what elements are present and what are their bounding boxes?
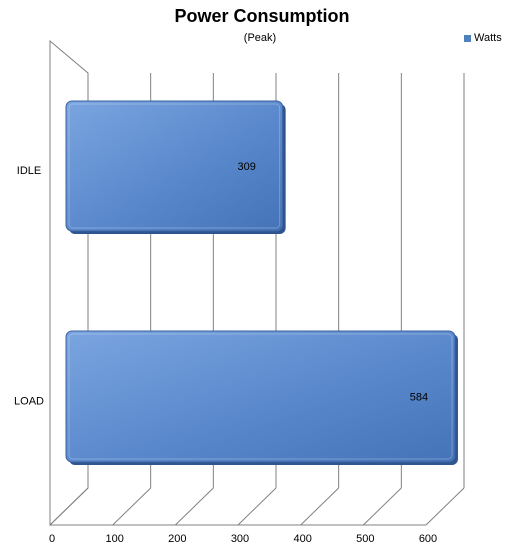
x-tick-label: 400 (293, 533, 311, 545)
x-tick-label: 600 (419, 533, 437, 545)
legend-label: Watts (474, 32, 502, 44)
gridline-floor (237, 487, 277, 526)
y-category-label: LOAD (14, 396, 44, 408)
bar-highlight (68, 333, 453, 460)
bar-value-label: 584 (410, 392, 428, 404)
x-tick-label: 100 (105, 533, 123, 545)
x-tick-label: 300 (231, 533, 249, 545)
bar (65, 330, 456, 463)
bar (65, 100, 284, 232)
legend: Watts (464, 32, 502, 44)
chart-title: Power Consumption (174, 6, 350, 26)
bar-highlight (68, 103, 281, 229)
legend-swatch (464, 34, 471, 42)
gridline-floor (49, 487, 89, 526)
x-tick-label: 0 (49, 533, 55, 545)
gridline-floor (112, 487, 152, 526)
gridline-floor (425, 487, 465, 526)
x-tick-label: 200 (168, 533, 186, 545)
y-category-label: IDLE (17, 165, 41, 177)
bar-value-label: 309 (237, 161, 255, 173)
gridline-floor (174, 487, 214, 526)
gridline-floor (362, 487, 402, 526)
gridline-floor (300, 487, 340, 526)
x-tick-label: 500 (356, 533, 374, 545)
chart-subtitle: (Peak) (243, 32, 277, 44)
